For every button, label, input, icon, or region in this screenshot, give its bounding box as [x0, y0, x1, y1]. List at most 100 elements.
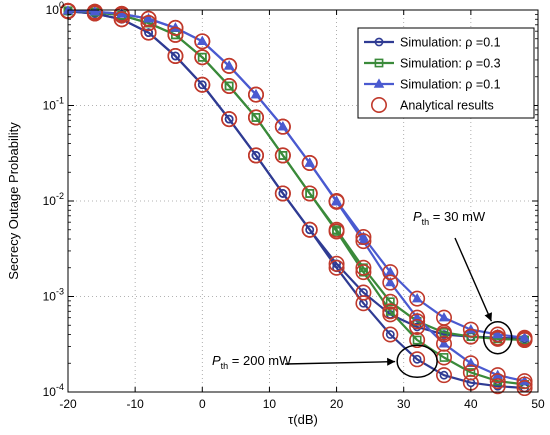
analytical-marker [301, 185, 318, 202]
analytical-marker [489, 378, 506, 395]
square-marker [197, 52, 207, 62]
square-marker [224, 81, 234, 91]
analytical-marker [489, 367, 506, 384]
circle-marker [439, 370, 449, 380]
legend-entry: Simulation: ρ =0.1 [364, 36, 501, 50]
analytical-marker [194, 33, 211, 50]
triangle-marker [197, 35, 208, 46]
analytical-marker [140, 15, 157, 32]
analytical-marker [167, 47, 184, 64]
analytical-marker [328, 255, 345, 272]
annotation-arrow [454, 237, 493, 322]
series-layer [62, 5, 530, 393]
triangle-marker [89, 6, 101, 16]
analytical-marker [516, 329, 533, 346]
triangle-marker [411, 312, 423, 322]
y-tick-label: 10-4 [43, 382, 64, 399]
analytical-marker [409, 290, 426, 307]
analytical-marker [355, 228, 372, 245]
triangle-marker [373, 78, 385, 88]
circle-marker [197, 80, 207, 90]
triangle-marker [331, 196, 342, 206]
annotation-label: Pth = 200 mW [212, 353, 292, 371]
analytical-marker [409, 332, 426, 349]
analytical-markers [59, 2, 533, 397]
analytical-marker [462, 355, 479, 372]
triangle-marker [438, 338, 450, 348]
analytical-marker [435, 335, 452, 352]
circle-marker [412, 354, 422, 364]
y-tick-label: 100 [46, 0, 64, 17]
analytical-marker [355, 264, 372, 281]
analytical-marker [382, 303, 399, 320]
analytical-marker [274, 185, 291, 202]
analytical-marker [113, 5, 130, 22]
analytical-marker [409, 318, 426, 335]
x-tick-label: 40 [464, 397, 478, 411]
x-tick-label: 20 [330, 397, 344, 411]
analytical-marker [382, 264, 399, 281]
analytical-marker [221, 78, 238, 95]
analytical-marker [382, 326, 399, 343]
legend-entry: Simulation: ρ =0.1 [364, 78, 501, 92]
square-marker [374, 58, 384, 68]
triangle-marker [519, 332, 530, 342]
x-tick-label: 10 [263, 397, 277, 411]
x-tick-label: -10 [126, 397, 144, 411]
analytical-marker [462, 364, 479, 381]
analytical-marker [301, 154, 318, 171]
annotations: Pth = 30 mW Pth = 200 mW [212, 209, 513, 378]
x-tick-label: -20 [59, 397, 77, 411]
analytical-marker [301, 221, 318, 238]
analytical-marker [516, 380, 533, 397]
circle-marker [251, 151, 261, 160]
square-marker [439, 353, 449, 362]
analytical-marker [194, 49, 211, 66]
analytical-marker [409, 351, 426, 368]
analytical-marker [489, 330, 506, 347]
analytical-marker [328, 259, 345, 276]
x-tick-label: 30 [397, 397, 411, 411]
analytical-marker [221, 57, 238, 74]
annotation-arrow [284, 360, 396, 365]
annotation-label: Pth = 30 mW [413, 209, 486, 227]
analytical-marker [328, 223, 345, 240]
circle-marker [144, 28, 153, 37]
triangle-marker [223, 60, 235, 70]
y-tick-label: 10-2 [43, 191, 64, 208]
annotation-arrowhead [484, 312, 492, 322]
analytical-marker [409, 313, 426, 330]
analytical-marker [489, 373, 506, 390]
triangle-marker [411, 293, 423, 303]
annotation-ellipse [396, 344, 438, 378]
analytical-marker [489, 326, 506, 343]
analytical-marker [221, 111, 238, 128]
analytical-marker [248, 86, 265, 103]
annotation-ellipse [482, 320, 513, 355]
legend-label: Simulation: ρ =0.3 [400, 57, 501, 71]
circle-marker [305, 225, 315, 235]
legend-label: Simulation: ρ =0.1 [400, 36, 501, 50]
legend: Simulation: ρ =0.1 Simulation: ρ =0.3 Simu… [357, 27, 535, 119]
triangle-marker [385, 276, 396, 287]
legend-label: Simulation: ρ =0.1 [400, 78, 501, 92]
triangle-marker [492, 328, 503, 339]
analytical-marker [355, 284, 372, 301]
analytical-marker [382, 293, 399, 310]
analytical-marker [462, 328, 479, 345]
analytical-marker [140, 10, 157, 27]
analytical-marker [516, 373, 533, 390]
triangle-marker [465, 357, 477, 367]
triangle-marker [277, 121, 289, 131]
analytical-marker [409, 309, 426, 326]
analytical-marker [167, 26, 184, 43]
circle-marker [374, 37, 384, 47]
circle-marker [385, 330, 395, 339]
x-axis-ticks: -20 -10 0 10 20 30 40 50 [59, 10, 545, 411]
square-marker [278, 151, 288, 160]
x-tick-label: 50 [531, 397, 545, 411]
y-tick-label: 10-1 [43, 96, 64, 113]
analytical-marker [248, 109, 265, 126]
triangle-marker [250, 89, 262, 99]
